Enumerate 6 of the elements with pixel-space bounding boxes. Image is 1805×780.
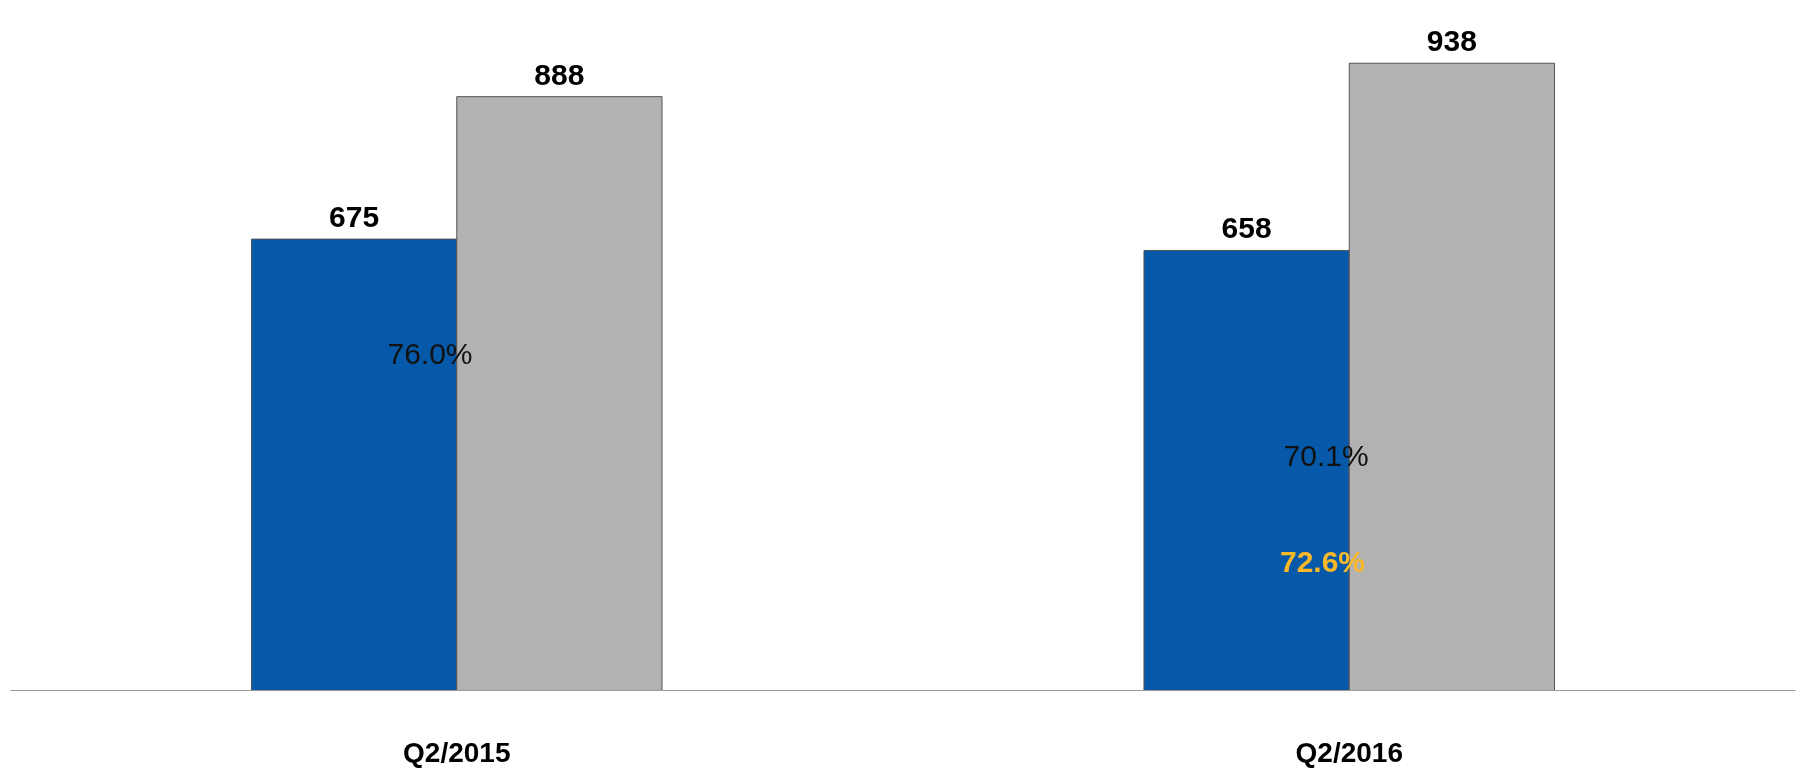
data-label: 938 bbox=[1426, 24, 1477, 58]
data-label: 888 bbox=[534, 57, 585, 91]
x-tick-label: Q2/2015 bbox=[403, 736, 511, 768]
data-label: 675 bbox=[329, 200, 380, 234]
data-label: 658 bbox=[1221, 211, 1272, 245]
x-tick-label: Q2/2016 bbox=[1295, 736, 1403, 768]
